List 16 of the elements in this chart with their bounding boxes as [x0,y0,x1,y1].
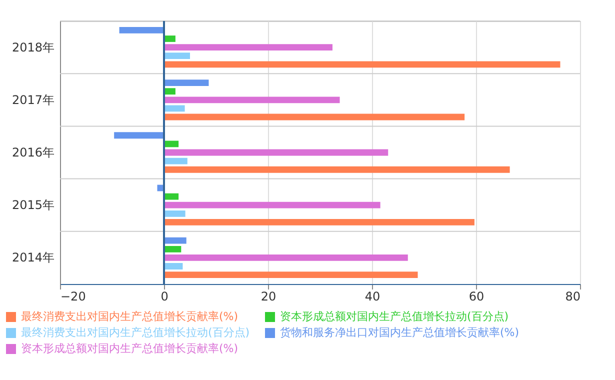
legend-label: 最终消费支出对国内生产总值增长贡献率(%) [21,310,238,323]
y-tick-label: 2015年 [12,198,54,212]
x-tick-label: 0 [160,290,168,304]
x-tick-label: −20 [60,290,86,304]
x-tick-label: 40 [364,290,380,304]
legend-label: 资本形成总额对国内生产总值增长拉动(百分点) [280,310,509,323]
y-tick-label: 2016年 [12,146,54,160]
x-tick-label: 60 [468,290,484,304]
x-tick-label: 80 [565,290,580,304]
legend-label: 资本形成总额对国内生产总值增长贡献率(%) [21,342,238,355]
x-tick-label: 20 [260,290,276,304]
legend-label: 最终消费支出对国内生产总值增长拉动(百分点) [21,326,250,339]
y-tick-label: 2014年 [12,250,54,265]
y-tick-label: 2018年 [12,40,54,54]
y-tick-label: 2017年 [12,92,54,107]
legend-label: 货物和服务净出口对国内生产总值增长贡献率(%) [280,326,520,339]
